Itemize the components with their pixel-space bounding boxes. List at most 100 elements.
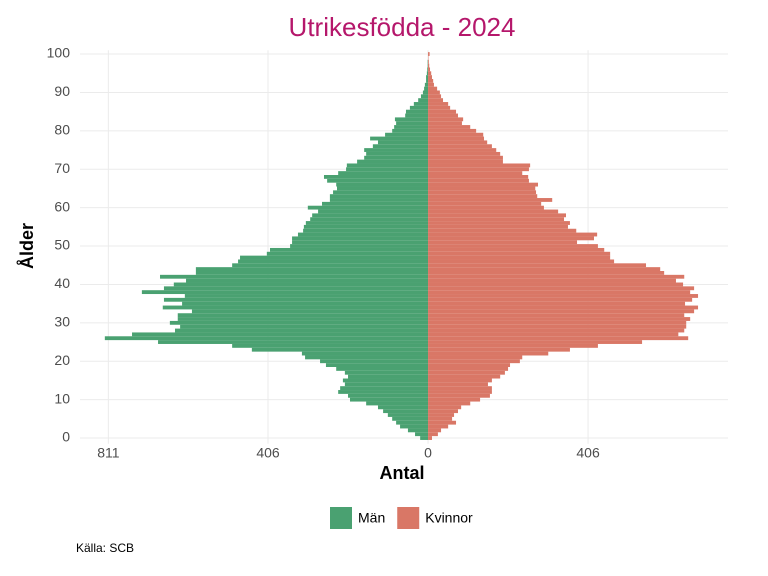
y-tick-label: 0	[62, 429, 70, 445]
bar	[428, 182, 539, 187]
bar	[428, 155, 503, 160]
bar	[184, 294, 429, 298]
bar	[428, 382, 488, 387]
bar	[383, 409, 429, 414]
bar	[370, 136, 429, 141]
bar	[428, 198, 553, 202]
bar	[385, 132, 429, 137]
bar	[428, 413, 455, 417]
bar	[428, 205, 544, 210]
bar	[428, 393, 490, 398]
bar	[415, 432, 429, 437]
bar	[303, 228, 429, 233]
bar	[428, 363, 511, 367]
bar	[428, 224, 568, 229]
bar	[428, 186, 536, 191]
bar	[344, 370, 429, 375]
bar	[428, 228, 577, 233]
bar	[428, 336, 689, 341]
bar	[428, 351, 549, 356]
bar	[428, 436, 432, 440]
bar	[427, 67, 429, 72]
bar	[428, 294, 699, 298]
bar	[303, 224, 429, 229]
bar	[394, 125, 429, 129]
bar	[428, 290, 691, 295]
bar	[428, 140, 488, 145]
bar	[428, 428, 442, 433]
y-tick-label: 80	[54, 122, 70, 138]
bar	[428, 355, 523, 360]
bar	[325, 363, 429, 367]
bar	[387, 413, 429, 417]
bar	[428, 128, 477, 133]
bar	[292, 236, 429, 241]
bar	[428, 178, 529, 183]
legend-swatch	[397, 507, 420, 529]
bar	[413, 102, 429, 106]
bar	[428, 305, 699, 310]
bar	[344, 382, 429, 387]
bar	[428, 320, 687, 325]
bar	[428, 282, 684, 287]
bar	[340, 386, 429, 391]
bar	[392, 128, 429, 133]
bar	[307, 205, 429, 210]
bar	[428, 82, 434, 87]
bar	[141, 290, 429, 295]
bar	[428, 221, 570, 225]
bar	[428, 79, 434, 83]
bar	[428, 263, 647, 268]
bar	[422, 90, 429, 95]
bar	[428, 163, 531, 168]
legend-swatch	[330, 507, 352, 529]
bar	[174, 328, 429, 333]
bar	[428, 247, 605, 252]
bar	[420, 94, 429, 99]
bar	[428, 313, 685, 318]
bar	[173, 282, 429, 287]
bar	[182, 301, 429, 306]
bar	[348, 374, 429, 379]
bar	[428, 244, 598, 248]
bar	[364, 148, 429, 152]
y-tick-label: 60	[54, 198, 70, 214]
bar	[336, 367, 429, 371]
bar	[329, 194, 429, 199]
bar	[372, 144, 429, 149]
bar	[428, 209, 559, 214]
bar	[428, 167, 529, 172]
bar	[428, 397, 481, 402]
bar	[310, 217, 429, 222]
bar	[297, 232, 429, 237]
bar	[428, 171, 523, 175]
bar	[428, 63, 430, 68]
bar	[428, 213, 566, 218]
bar	[428, 86, 438, 91]
bar	[318, 209, 429, 214]
bar	[428, 271, 665, 275]
x-tick-label: 0	[424, 445, 432, 461]
bar	[290, 244, 429, 248]
bar	[428, 75, 432, 79]
x-tick-label: 811	[97, 445, 120, 461]
y-tick-label: 10	[54, 390, 70, 406]
bar	[428, 236, 594, 241]
bar	[428, 132, 484, 137]
bar	[428, 105, 451, 110]
bar	[428, 151, 501, 156]
bar	[428, 324, 687, 329]
bar	[428, 136, 485, 141]
bar	[428, 71, 432, 76]
chart-title: Utrikesfödda - 2024	[289, 12, 516, 42]
bar	[424, 82, 429, 87]
y-tick-label: 50	[54, 237, 70, 253]
y-axis-label: Ålder	[17, 223, 37, 269]
bar	[428, 113, 458, 118]
y-tick-label: 90	[54, 83, 70, 99]
bar	[163, 297, 429, 302]
bar	[238, 259, 429, 264]
bar	[428, 232, 598, 237]
bar	[428, 117, 464, 122]
